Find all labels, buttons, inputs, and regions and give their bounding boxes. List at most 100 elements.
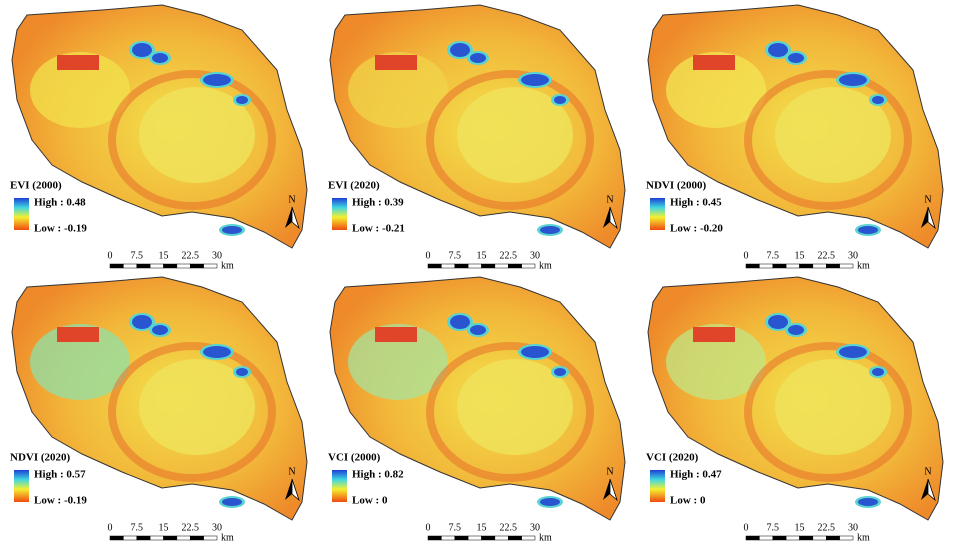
water-patch — [554, 368, 566, 376]
map-panel: NDVI (2020)High : 0.57Low : -0.19N07.515… — [10, 277, 307, 543]
scale-segment — [746, 264, 759, 268]
water-patch — [872, 96, 884, 104]
water-patch — [788, 53, 804, 63]
map-panel: VCI (2020)High : 0.47Low : 0N07.51522.53… — [646, 277, 943, 543]
north-label: N — [606, 466, 613, 477]
legend-low: Low : -0.20 — [670, 223, 723, 235]
water-patch — [152, 53, 168, 63]
legend-low: Low : 0 — [670, 495, 706, 507]
water-patch — [839, 346, 867, 358]
scale-segment — [164, 536, 177, 540]
scale-label: 0 — [744, 250, 749, 261]
scale-label: 22.5 — [818, 522, 836, 533]
scale-segment — [110, 536, 123, 540]
legend-ramp — [650, 198, 665, 230]
scale-segment — [482, 536, 495, 540]
scale-segment — [137, 264, 150, 268]
legend-title: VCI (2000) — [328, 452, 381, 464]
water-patch — [858, 226, 878, 234]
scale-segment — [508, 536, 521, 540]
water-patch — [236, 368, 248, 376]
hotspot — [375, 327, 417, 342]
scale-label: 7.5 — [449, 522, 462, 533]
north-label: N — [924, 466, 931, 477]
north-label: N — [606, 194, 613, 205]
scale-segment — [813, 264, 826, 268]
map-panel: NDVI (2000)High : 0.45Low : -0.20N07.515… — [646, 5, 943, 271]
scale-segment — [177, 536, 190, 540]
legend-high: High : 0.39 — [352, 197, 404, 209]
water-patch — [450, 43, 470, 57]
hotspot — [693, 55, 735, 70]
north-label: N — [288, 194, 295, 205]
legend-high: High : 0.57 — [34, 469, 86, 481]
scale-segment — [800, 264, 813, 268]
scale-segment — [190, 536, 203, 540]
scale-label: 0 — [744, 522, 749, 533]
scale-segment — [826, 536, 839, 540]
scale-segment — [773, 536, 786, 540]
scale-segment — [441, 264, 454, 268]
scale-segment — [495, 264, 508, 268]
legend-title: NDVI (2020) — [10, 452, 71, 464]
scale-segment — [204, 264, 217, 268]
water-patch — [152, 325, 168, 335]
scale-segment — [826, 264, 839, 268]
scale-segment — [495, 536, 508, 540]
scale-segment — [508, 264, 521, 268]
scale-segment — [204, 536, 217, 540]
legend-ramp — [14, 198, 29, 230]
water-patch — [768, 315, 788, 329]
legend-low: Low : -0.21 — [352, 223, 405, 235]
scale-segment — [813, 536, 826, 540]
water-patch — [222, 498, 242, 506]
north-label: N — [288, 466, 295, 477]
legend-high: High : 0.82 — [352, 469, 404, 481]
scale-label: 0 — [426, 522, 431, 533]
water-patch — [450, 315, 470, 329]
legend-low: Low : 0 — [352, 495, 388, 507]
water-patch — [470, 325, 486, 335]
scale-label: 7.5 — [131, 250, 144, 261]
water-patch — [858, 498, 878, 506]
water-patch — [521, 74, 549, 86]
hotspot — [57, 55, 99, 70]
scale-label: 22.5 — [818, 250, 836, 261]
scale-segment — [441, 536, 454, 540]
scale-segment — [482, 264, 495, 268]
scale-label: 7.5 — [767, 522, 780, 533]
water-patch — [839, 74, 867, 86]
scale-segment — [150, 536, 163, 540]
scale-segment — [150, 264, 163, 268]
legend-high: High : 0.48 — [34, 197, 86, 209]
scale-segment — [428, 536, 441, 540]
legend-title: EVI (2020) — [328, 180, 380, 192]
scale-label: 15 — [159, 250, 169, 261]
scale-segment — [773, 264, 786, 268]
scale-label: 0 — [108, 522, 113, 533]
water-patch — [203, 74, 231, 86]
scale-segment — [800, 536, 813, 540]
scale-segment — [123, 264, 136, 268]
scale-segment — [455, 536, 468, 540]
water-patch — [872, 368, 884, 376]
scale-segment — [455, 264, 468, 268]
water-patch — [236, 96, 248, 104]
water-patch — [540, 498, 560, 506]
scale-label: 7.5 — [767, 250, 780, 261]
water-patch — [540, 226, 560, 234]
scale-label: 15 — [795, 250, 805, 261]
water-patch — [222, 226, 242, 234]
hotspot — [693, 327, 735, 342]
scale-segment — [428, 264, 441, 268]
scale-label: 15 — [477, 250, 487, 261]
scale-segment — [759, 264, 772, 268]
scale-unit: km — [857, 532, 870, 543]
legend-ramp — [332, 470, 347, 502]
scale-label: 7.5 — [131, 522, 144, 533]
scale-segment — [123, 536, 136, 540]
legend-title: VCI (2020) — [646, 452, 699, 464]
legend-high: High : 0.45 — [670, 197, 722, 209]
scale-label: 22.5 — [500, 250, 518, 261]
hotspot — [57, 327, 99, 342]
